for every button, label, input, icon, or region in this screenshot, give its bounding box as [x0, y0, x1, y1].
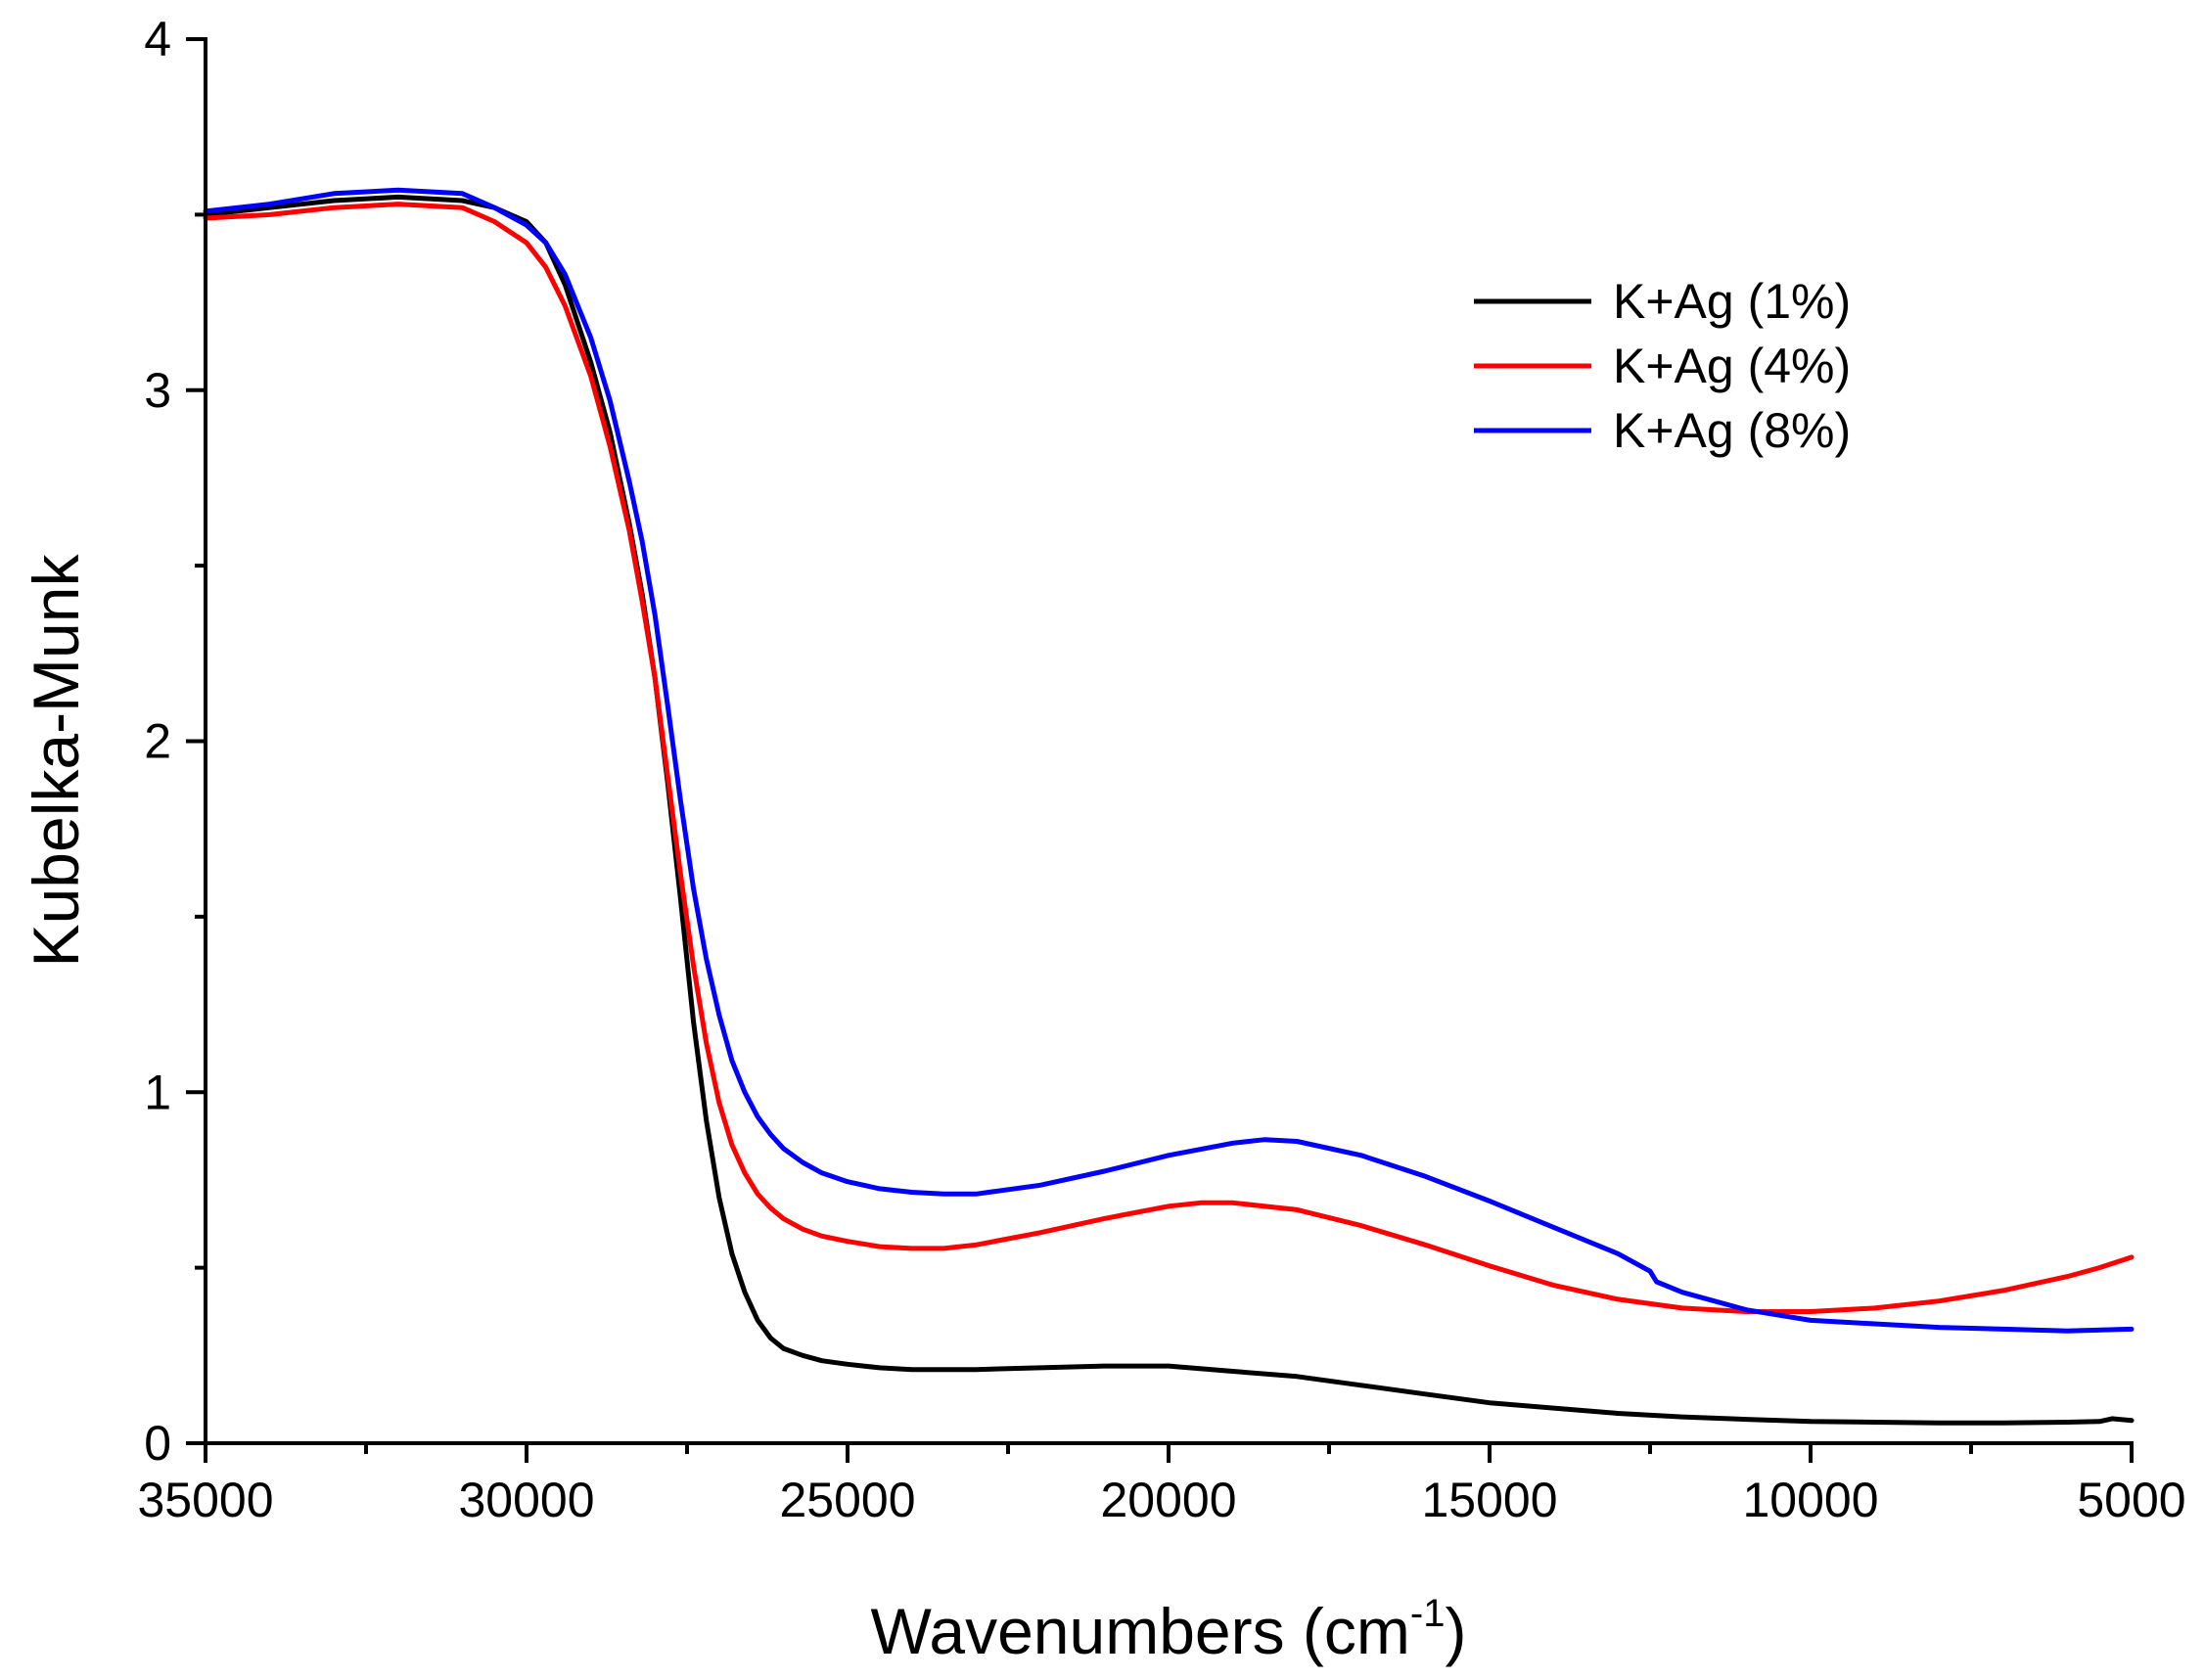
x-axis-ticks: 35000 30000 25000 20000 15000 10000 5000: [137, 1443, 2186, 1527]
x-axis-title-superscript: -1: [1410, 1592, 1446, 1635]
series-layer: [203, 187, 2135, 1426]
legend: K+Ag (1%) K+Ag (4%) K+Ag (8%): [1474, 274, 1851, 458]
series-line-2: [203, 202, 2135, 1314]
y-tick-label: 1: [144, 1065, 171, 1119]
y-tick-label: 4: [144, 12, 171, 67]
series-line-3: [203, 187, 2135, 1334]
x-axis-title: Wavenumbers (cm-1): [871, 1592, 1467, 1667]
y-tick-label: 3: [144, 363, 171, 418]
y-axis-title: Kubelka-Munk: [20, 554, 92, 968]
x-axis-title-suffix: ): [1445, 1595, 1466, 1667]
y-tick-label: 0: [144, 1416, 171, 1471]
legend-label-2: K+Ag (4%): [1613, 339, 1851, 393]
y-axis-ticks: 0 1 2 3 4: [144, 12, 206, 1471]
legend-label-1: K+Ag (1%): [1613, 274, 1851, 329]
x-axis-title-main: Wavenumbers (cm: [871, 1595, 1410, 1667]
x-tick-label: 15000: [1421, 1473, 1557, 1527]
series-line-1: [203, 194, 2135, 1426]
x-tick-label: 20000: [1100, 1473, 1236, 1527]
x-tick-label: 30000: [458, 1473, 594, 1527]
y-tick-label: 2: [144, 714, 171, 769]
x-tick-label: 5000: [2077, 1473, 2185, 1527]
legend-label-3: K+Ag (8%): [1613, 403, 1851, 458]
plot-area: 35000 30000 25000 20000 15000 10000 5000 0 1 2 3 4: [137, 12, 2185, 1527]
x-tick-label: 25000: [779, 1473, 915, 1527]
x-tick-label: 35000: [137, 1473, 273, 1527]
x-tick-label: 10000: [1742, 1473, 1878, 1527]
